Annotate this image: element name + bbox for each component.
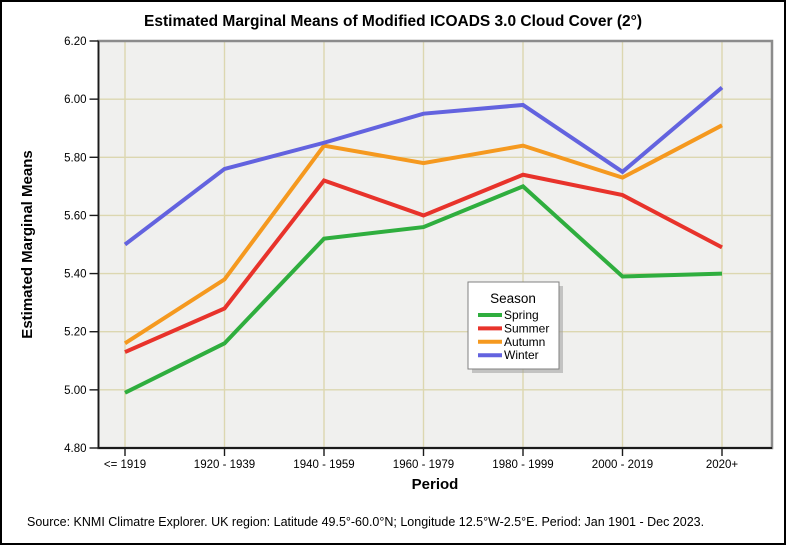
chart-title: Estimated Marginal Means of Modified ICO… [144, 13, 642, 30]
plot-layer: 6.20 6.00 5.80 5.60 5.40 5.20 5.00 4.80 <= 1919 1… [64, 36, 774, 471]
x-tick-label: 2000 - 2019 [592, 459, 653, 471]
y-tick-label: 6.20 [64, 36, 86, 48]
x-tick-label: 2020+ [706, 459, 739, 471]
x-tick-label: 1940 - 1959 [293, 459, 354, 471]
y-tick-label: 5.40 [64, 269, 86, 281]
y-tick-label: 6.00 [64, 94, 86, 106]
legend-label-summer: Summer [504, 321, 549, 335]
plot-area [98, 41, 772, 448]
x-tick-label: 1980 - 1999 [492, 459, 553, 471]
series-line-winter [123, 85, 724, 247]
legend-title: Season [490, 291, 536, 306]
x-axis-title: Period [412, 476, 459, 493]
y-tick-label: 5.00 [64, 385, 86, 397]
series-line-autumn [123, 123, 723, 346]
x-tick-label: 1960 - 1979 [393, 459, 454, 471]
series-line-summer [124, 172, 723, 354]
x-tick-label: 1920 - 1939 [194, 459, 255, 471]
y-tick-label: 5.20 [64, 327, 86, 339]
source-footnote: Source: KNMI Climatre Explorer. UK regio… [27, 515, 705, 529]
y-tick-label: 5.60 [64, 210, 86, 222]
legend-label-winter: Winter [504, 348, 539, 362]
x-tick-label: <= 1919 [104, 459, 146, 471]
legend-label-autumn: Autumn [504, 335, 545, 349]
y-tick-label: 5.80 [64, 152, 86, 164]
y-axis-title: Estimated Marginal Means [19, 150, 36, 338]
legend-label-spring: Spring [504, 308, 539, 322]
series-line-spring [124, 184, 723, 395]
y-tick-label: 4.80 [64, 443, 86, 455]
